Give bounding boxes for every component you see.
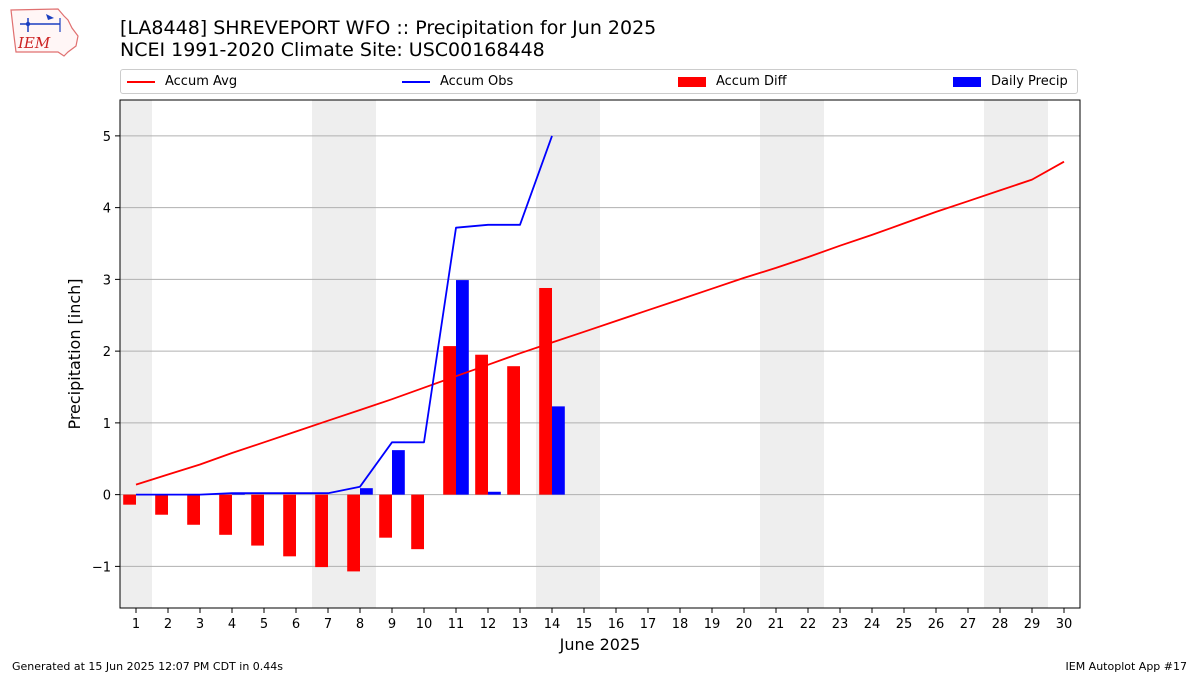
x-tick-label: 25	[896, 617, 913, 632]
bar-accum-diff	[379, 494, 392, 538]
x-tick-label: 15	[576, 617, 593, 632]
legend-daily-precip-label: Daily Precip	[991, 74, 1068, 89]
x-tick-label: 5	[260, 617, 268, 632]
x-tick-label: 6	[292, 617, 300, 632]
x-tick-label: 20	[736, 617, 753, 632]
x-tick-label: 22	[800, 617, 817, 632]
y-tick-label: −1	[92, 560, 111, 575]
x-tick-label: 18	[672, 617, 689, 632]
x-tick-label: 4	[228, 617, 236, 632]
bar-daily-precip	[392, 450, 405, 495]
legend-accum-avg-swatch	[127, 80, 155, 83]
iem-logo: IEM	[10, 8, 79, 57]
bar-accum-diff	[155, 494, 168, 515]
x-tick-label: 11	[448, 617, 465, 632]
bar-accum-diff	[123, 494, 136, 505]
y-tick-label: 2	[103, 345, 111, 360]
line-accum-obs	[136, 135, 553, 496]
bar-accum-diff	[283, 494, 296, 557]
weekend-shade	[984, 100, 1016, 608]
legend-accum-obs: Accum Obs	[402, 70, 513, 93]
x-tick-label: 8	[356, 617, 364, 632]
bar-daily-precip	[488, 491, 501, 495]
x-tick-label: 1	[132, 617, 140, 632]
legend-accum-avg-label: Accum Avg	[165, 74, 238, 89]
title-line-2: NCEI 1991-2020 Climate Site: USC00168448	[120, 39, 545, 61]
legend-accum-diff-label: Accum Diff	[716, 74, 787, 89]
svg-text:IEM: IEM	[17, 34, 51, 52]
legend-daily-precip-swatch	[953, 76, 981, 87]
bar-accum-diff	[475, 354, 488, 495]
bar-accum-diff	[507, 366, 520, 495]
x-tick-label: 12	[480, 617, 497, 632]
footer-generated: Generated at 15 Jun 2025 12:07 PM CDT in…	[12, 660, 284, 673]
line-accum-avg	[135, 160, 1065, 486]
bar-accum-diff	[315, 494, 328, 568]
weekend-shade	[760, 100, 792, 608]
x-tick-label: 13	[512, 617, 529, 632]
x-axis-label: June 2025	[559, 635, 641, 654]
x-tick-label: 23	[832, 617, 849, 632]
y-tick-label: 5	[103, 130, 111, 145]
bar-accum-diff	[347, 494, 360, 572]
x-tick-label: 28	[992, 617, 1009, 632]
chart-title: [LA8448] SHREVEPORT WFO :: Precipitation…	[120, 17, 656, 61]
x-tick-label: 21	[768, 617, 785, 632]
legend-accum-obs-label: Accum Obs	[440, 74, 514, 89]
x-tick-label: 26	[928, 617, 945, 632]
y-tick-label: 1	[103, 417, 111, 432]
plot-frame	[119, 99, 1081, 609]
y-tick-label: 0	[103, 489, 111, 504]
x-tick-label: 16	[608, 617, 625, 632]
weekend-shade	[568, 100, 600, 608]
weekend-shade	[792, 100, 824, 608]
x-tick-label: 24	[864, 617, 881, 632]
x-tick-label: 17	[640, 617, 657, 632]
y-tick-label: 3	[103, 273, 111, 288]
bar-accum-diff	[539, 287, 552, 495]
bar-accum-diff	[251, 494, 264, 546]
footer-app: IEM Autoplot App #17	[1065, 660, 1188, 673]
x-tick-label: 14	[544, 617, 561, 632]
x-tick-label: 10	[416, 617, 433, 632]
x-tick-label: 19	[704, 617, 721, 632]
bar-daily-precip	[456, 280, 469, 495]
weekend-shade	[1016, 100, 1048, 608]
x-tick-label: 2	[164, 617, 172, 632]
legend-accum-avg: Accum Avg	[127, 70, 237, 93]
legend-accum-obs-swatch	[402, 80, 430, 83]
bar-accum-diff	[443, 346, 456, 495]
x-tick-label: 27	[960, 617, 977, 632]
legend-daily-precip: Daily Precip	[953, 70, 1068, 93]
bar-daily-precip	[552, 406, 565, 495]
x-tick-label: 9	[388, 617, 396, 632]
bar-daily-precip	[360, 488, 373, 495]
title-line-1: [LA8448] SHREVEPORT WFO :: Precipitation…	[120, 17, 657, 39]
x-tick-label: 29	[1024, 617, 1041, 632]
weekend-shade	[120, 100, 152, 608]
x-tick-label: 7	[324, 617, 332, 632]
legend-accum-diff-swatch	[678, 76, 706, 87]
bar-accum-diff	[219, 494, 232, 535]
x-tick-label: 30	[1056, 617, 1073, 632]
bar-accum-diff	[411, 494, 424, 550]
y-axis-label: Precipitation [inch]	[65, 278, 84, 429]
x-tick-label: 3	[196, 617, 204, 632]
legend-accum-diff: Accum Diff	[678, 70, 787, 93]
y-tick-label: 4	[103, 202, 111, 217]
bar-accum-diff	[187, 494, 200, 525]
legend: Accum Avg Accum Obs Accum Diff Daily Pre…	[120, 69, 1078, 94]
